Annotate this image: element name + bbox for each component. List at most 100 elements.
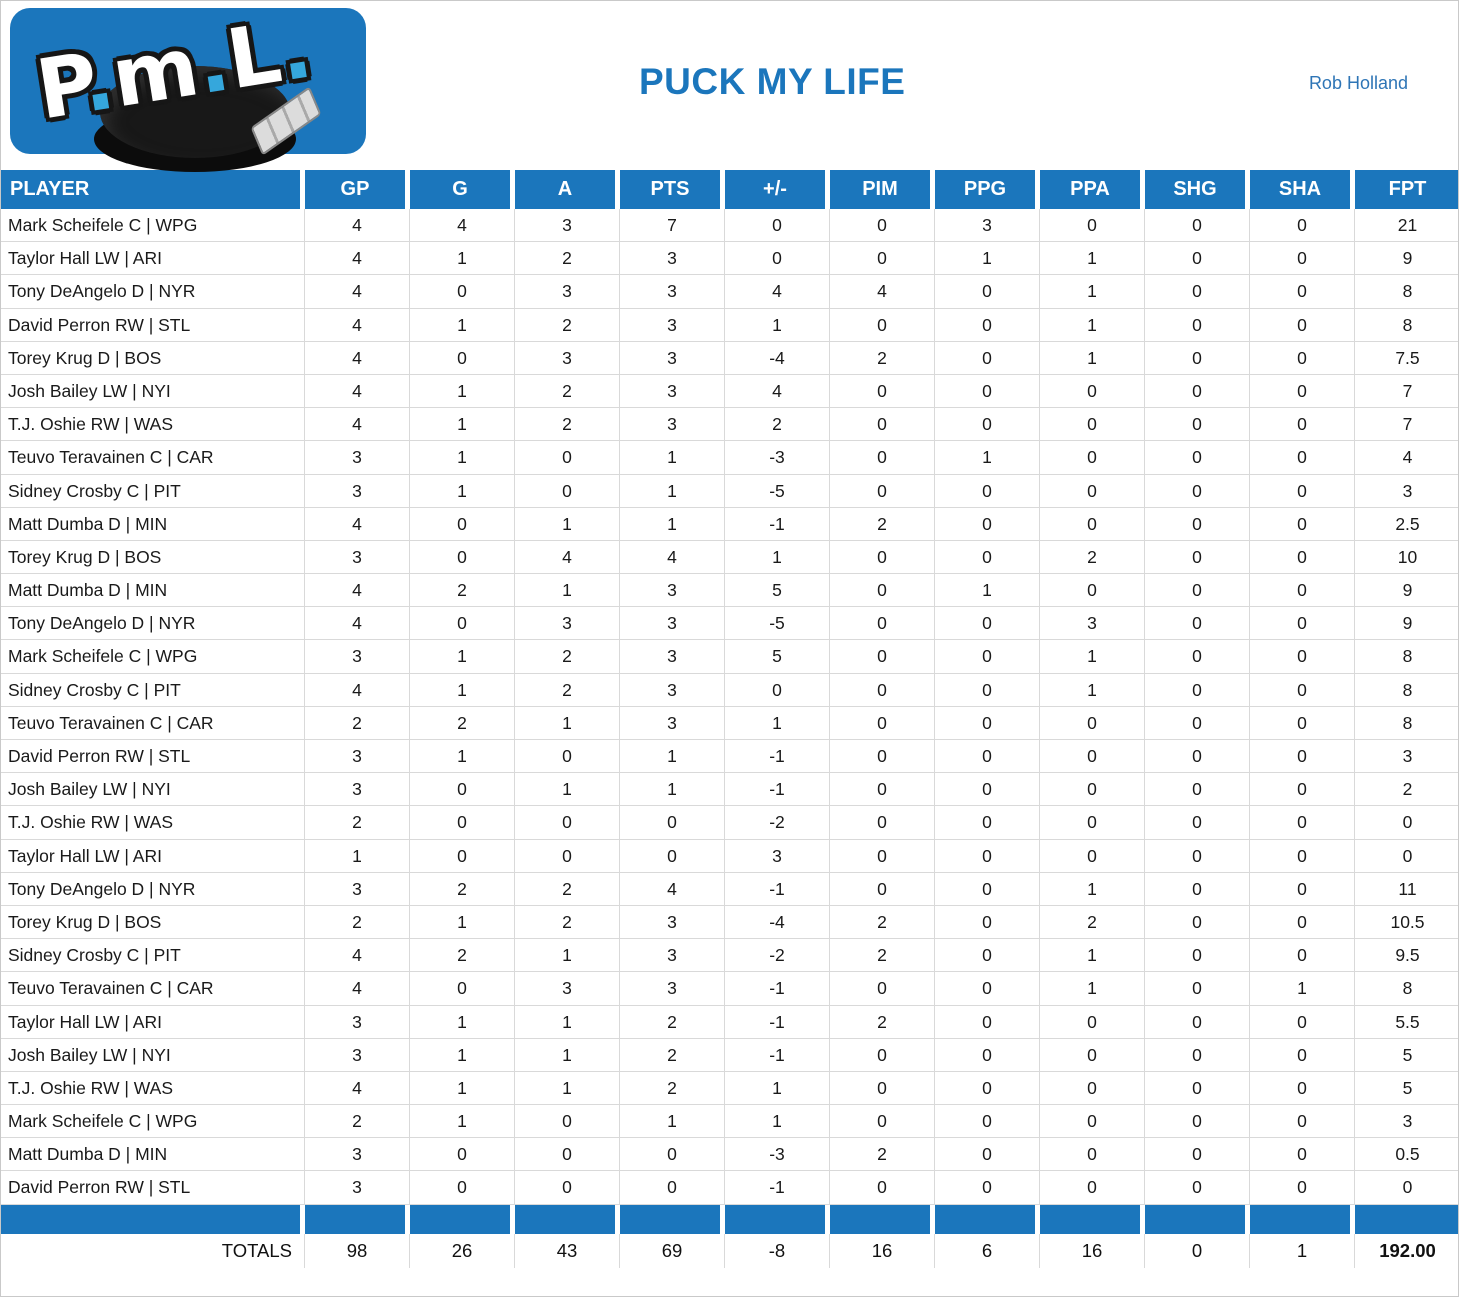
player-cell[interactable]: T.J. Oshie RW | WAS (1, 1071, 305, 1106)
stat-cell[interactable]: 4 (305, 209, 410, 243)
player-cell[interactable]: Tony DeAngelo D | NYR (1, 275, 305, 309)
stat-cell[interactable]: 3 (620, 706, 725, 740)
stat-cell[interactable]: 3 (1355, 1105, 1458, 1139)
stat-cell[interactable]: 0 (1250, 308, 1355, 342)
column-header-a[interactable]: A (515, 170, 620, 209)
stat-cell[interactable]: 3 (305, 1038, 410, 1072)
stat-cell[interactable]: 0 (410, 1138, 515, 1172)
stat-cell[interactable]: 0 (620, 806, 725, 840)
stat-cell[interactable]: 1 (410, 1071, 515, 1106)
stat-cell[interactable]: 0 (830, 773, 935, 807)
stat-cell[interactable]: 0 (935, 1171, 1040, 1205)
stat-cell[interactable]: 0 (1145, 1038, 1250, 1072)
stat-cell[interactable]: 0 (1250, 441, 1355, 475)
column-header-gp[interactable]: GP (305, 170, 410, 209)
stat-cell[interactable]: 1 (725, 540, 830, 575)
stat-cell[interactable]: 0 (1040, 374, 1145, 409)
stat-cell[interactable]: 1 (410, 374, 515, 409)
stat-cell[interactable]: 0 (410, 972, 515, 1006)
stat-cell[interactable]: 2 (1040, 905, 1145, 940)
stat-cell[interactable]: 0 (1250, 242, 1355, 276)
stat-cell[interactable]: 0 (1250, 540, 1355, 575)
stat-cell[interactable]: 3 (620, 640, 725, 674)
stat-cell[interactable]: 0 (1145, 673, 1250, 707)
stat-cell[interactable]: 1 (410, 242, 515, 276)
stat-cell[interactable]: 2 (515, 640, 620, 674)
stat-cell[interactable]: 0 (1250, 374, 1355, 409)
stat-cell[interactable]: 0 (1040, 408, 1145, 442)
stat-cell[interactable]: 1 (410, 740, 515, 774)
stat-cell[interactable]: 0 (830, 640, 935, 674)
stat-cell[interactable]: 0 (935, 939, 1040, 973)
stat-cell[interactable]: 0 (935, 1105, 1040, 1139)
stat-cell[interactable]: 0 (1040, 1171, 1145, 1205)
stat-cell[interactable]: 1 (620, 441, 725, 475)
column-header-pts[interactable]: PTS (620, 170, 725, 209)
column-header-player[interactable]: PLAYER (1, 170, 305, 209)
stat-cell[interactable]: 0 (1040, 1005, 1145, 1039)
stat-cell[interactable]: 0 (935, 275, 1040, 309)
stat-cell[interactable]: 0 (1250, 275, 1355, 309)
stat-cell[interactable]: 4 (305, 939, 410, 973)
stat-cell[interactable]: 0 (1040, 1071, 1145, 1106)
stat-cell[interactable]: 4 (305, 972, 410, 1006)
stat-cell[interactable]: 0 (410, 806, 515, 840)
stat-cell[interactable]: 7 (620, 209, 725, 243)
stat-cell[interactable]: 0 (410, 507, 515, 541)
stat-cell[interactable]: 1 (410, 1038, 515, 1072)
stat-cell[interactable]: 0 (410, 275, 515, 309)
stat-cell[interactable]: 4 (305, 374, 410, 409)
stat-cell[interactable]: 1 (410, 673, 515, 707)
player-cell[interactable]: Josh Bailey LW | NYI (1, 374, 305, 409)
stat-cell[interactable]: 10.5 (1355, 906, 1458, 940)
stat-cell[interactable]: -1 (725, 507, 830, 541)
stat-cell[interactable]: 0 (1355, 1171, 1458, 1205)
stat-cell[interactable]: 0 (1040, 773, 1145, 807)
stat-cell[interactable]: 3 (515, 209, 620, 243)
stat-cell[interactable]: -1 (725, 1038, 830, 1072)
stat-cell[interactable]: 2 (515, 673, 620, 707)
stat-cell[interactable]: 0 (1145, 574, 1250, 608)
player-cell[interactable]: T.J. Oshie RW | WAS (1, 806, 305, 840)
stat-cell[interactable]: 2 (515, 408, 620, 442)
stat-cell[interactable]: 9 (1355, 242, 1458, 276)
player-cell[interactable]: Mark Scheifele C | WPG (1, 640, 305, 674)
stat-cell[interactable]: 1 (725, 706, 830, 740)
stat-cell[interactable]: 3 (515, 972, 620, 1006)
stat-cell[interactable]: 0 (1145, 507, 1250, 541)
stat-cell[interactable]: 0 (515, 839, 620, 873)
stat-cell[interactable]: 0 (515, 1105, 620, 1139)
stat-cell[interactable]: 2 (515, 374, 620, 409)
stat-cell[interactable]: 3 (515, 275, 620, 309)
stat-cell[interactable]: 0 (410, 839, 515, 873)
player-cell[interactable]: Mark Scheifele C | WPG (1, 209, 305, 243)
stat-cell[interactable]: 4 (620, 540, 725, 575)
stat-cell[interactable]: 3 (620, 408, 725, 442)
player-cell[interactable]: Tony DeAngelo D | NYR (1, 872, 305, 906)
stat-cell[interactable]: 8 (1355, 275, 1458, 309)
stat-cell[interactable]: 0 (1145, 1138, 1250, 1172)
stat-cell[interactable]: 3 (620, 308, 725, 342)
stat-cell[interactable]: 0 (515, 806, 620, 840)
stat-cell[interactable]: 0 (830, 972, 935, 1006)
stat-cell[interactable]: 0 (1145, 1071, 1250, 1106)
stat-cell[interactable]: 2 (305, 1105, 410, 1139)
stat-cell[interactable]: 0 (1250, 408, 1355, 442)
stat-cell[interactable]: 0 (935, 972, 1040, 1006)
stat-cell[interactable]: 4 (725, 275, 830, 309)
stat-cell[interactable]: 0 (1145, 773, 1250, 807)
stat-cell[interactable]: 0 (515, 441, 620, 475)
stat-cell[interactable]: 5 (725, 574, 830, 608)
stat-cell[interactable]: 1 (620, 1105, 725, 1139)
stat-cell[interactable]: 0 (830, 574, 935, 608)
stat-cell[interactable]: 0 (515, 1138, 620, 1172)
stat-cell[interactable]: 0 (1040, 706, 1145, 740)
stat-cell[interactable]: 0 (725, 209, 830, 243)
player-cell[interactable]: Sidney Crosby C | PIT (1, 673, 305, 707)
stat-cell[interactable]: 3 (1355, 740, 1458, 774)
stat-cell[interactable]: 0 (1145, 275, 1250, 309)
stat-cell[interactable]: 0 (1040, 574, 1145, 608)
stat-cell[interactable]: 2 (410, 872, 515, 906)
stat-cell[interactable]: 0 (620, 1171, 725, 1205)
stat-cell[interactable]: 0 (1145, 374, 1250, 409)
